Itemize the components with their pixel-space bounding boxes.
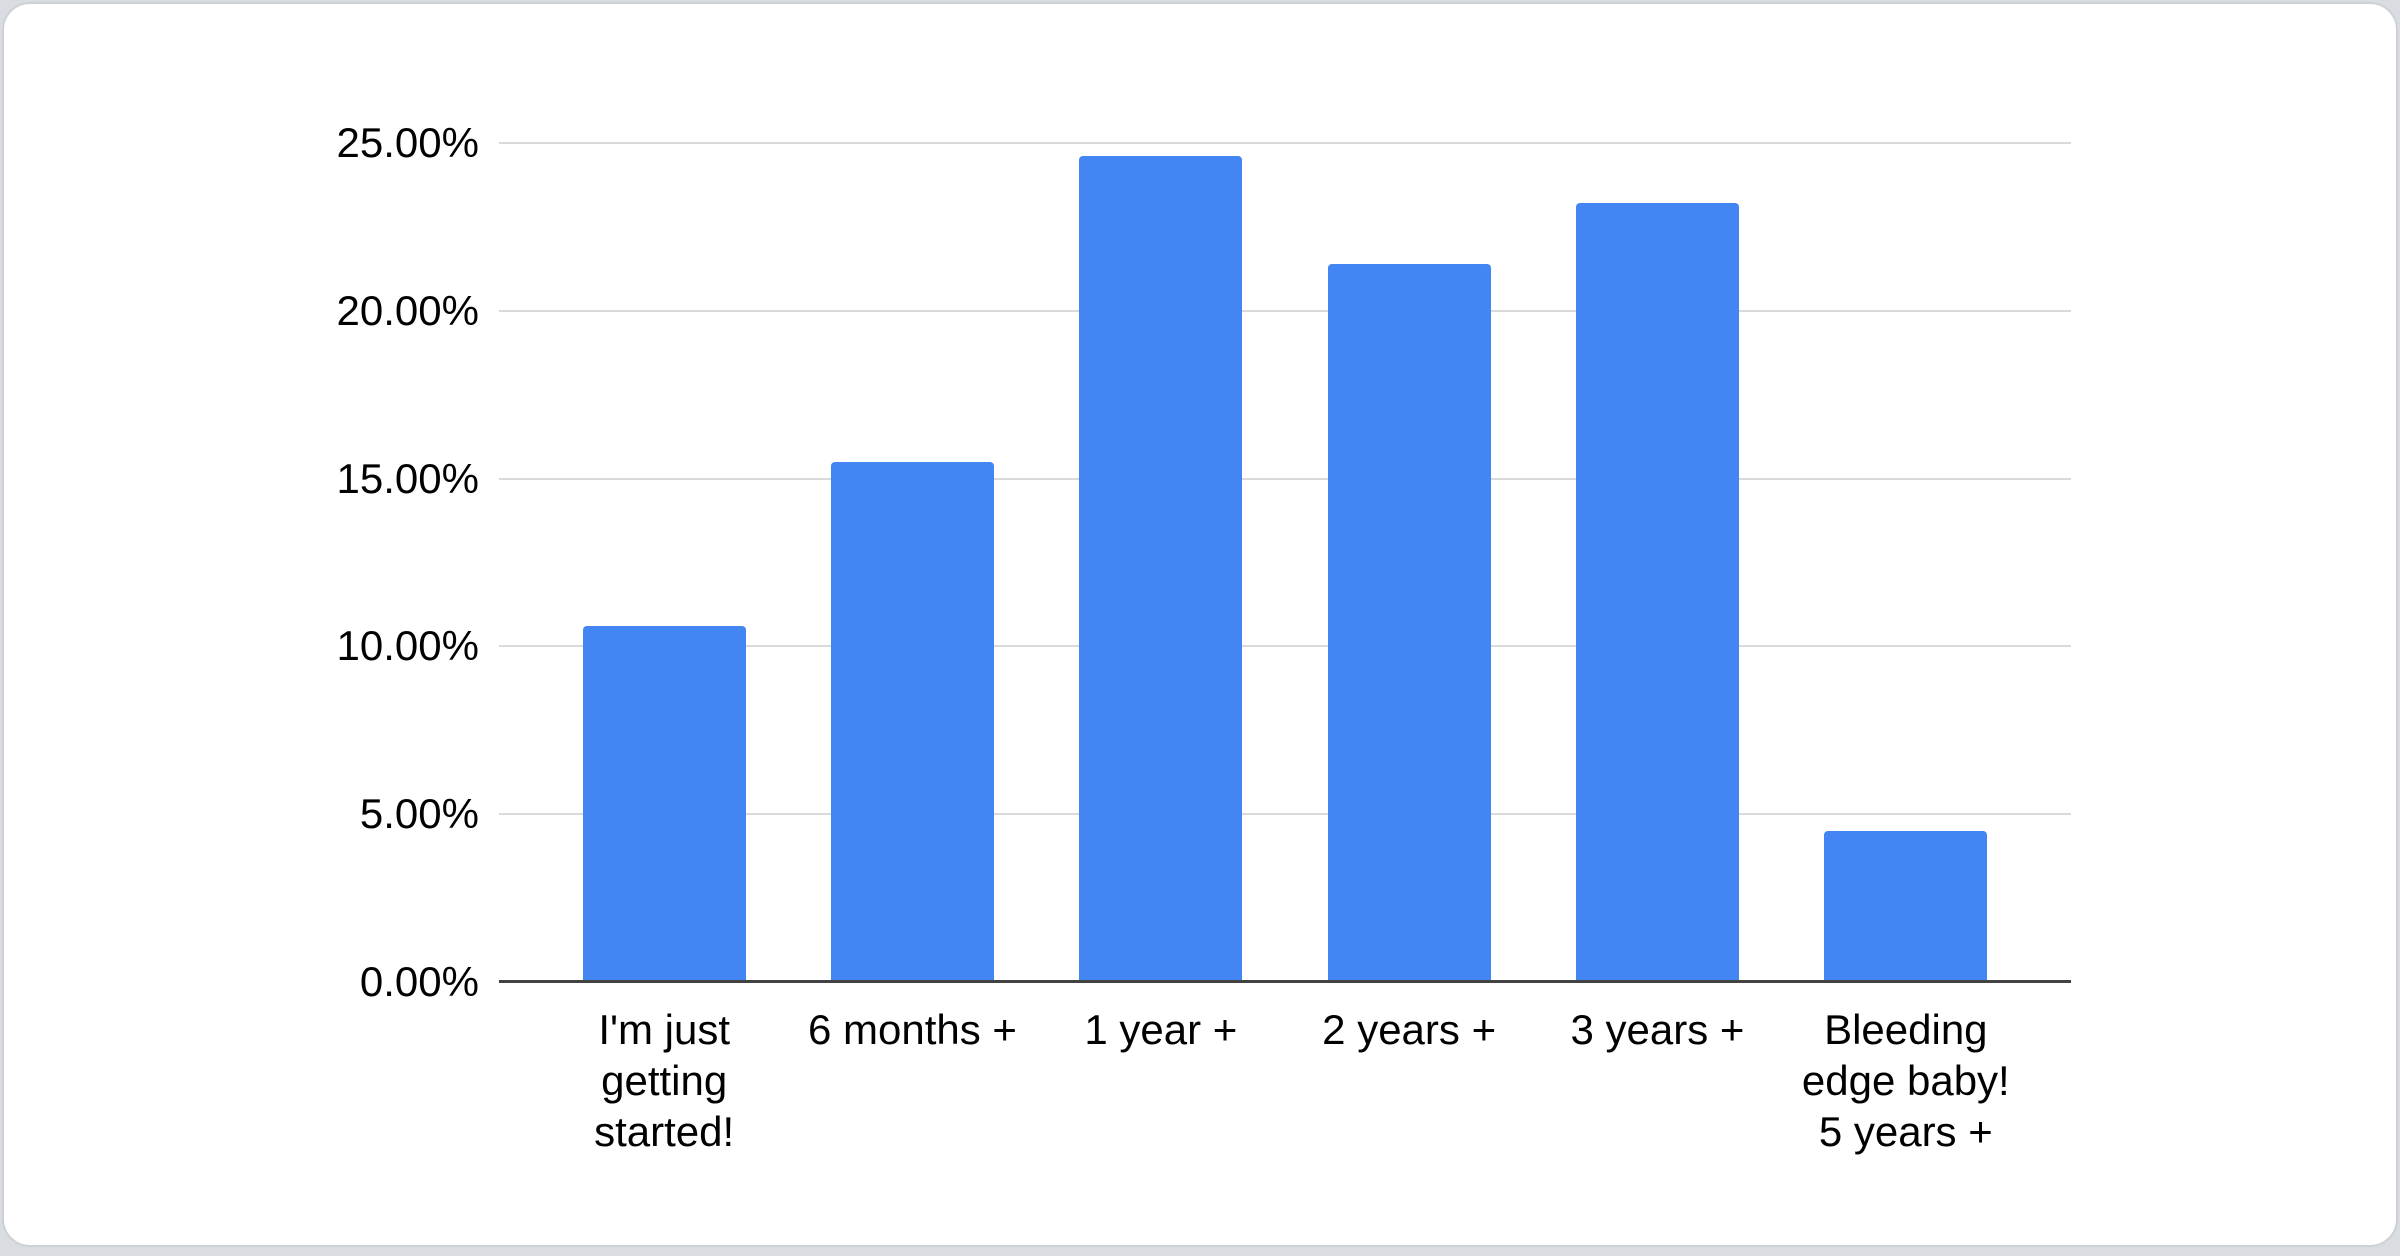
x-axis-tick-label: Bleeding edge baby! 5 years + [1801, 1006, 2010, 1155]
bar-slot [1285, 143, 1533, 982]
bar-slot [1782, 143, 2030, 982]
y-axis-tick-label: 0.00% [359, 958, 479, 1005]
y-axis-tick-label: 20.00% [336, 286, 479, 334]
x-axis: I'm just getting started! 6 months + 1 yea… [499, 1004, 2071, 1157]
y-axis-tick-label: 5.00% [359, 790, 479, 838]
bar-slot [1037, 143, 1285, 982]
bars-layer [499, 143, 2071, 982]
bar-2 [830, 461, 994, 982]
bar-slot [540, 143, 788, 982]
bar-6 [1824, 830, 1988, 982]
gridline [499, 645, 2071, 648]
y-axis-tick-label: 15.00% [336, 454, 479, 502]
gridline [499, 142, 2071, 144]
y-axis-tick-label: 10.00% [336, 622, 479, 670]
x-axis-tick-label: 1 year + [1084, 1006, 1238, 1053]
gridline [499, 309, 2071, 312]
y-axis: 0.00% 5.00% 10.00% 15.00% 20.00% 25.00% [4, 119, 499, 1005]
x-axis-tick-label: I'm just getting started! [594, 1006, 735, 1155]
bar-5 [1575, 203, 1739, 982]
bar-3 [1079, 156, 1243, 982]
bar-slot [788, 143, 1036, 982]
gridline [499, 477, 2071, 480]
bar-1 [582, 626, 746, 982]
x-axis-tick-label: 6 months + [808, 1006, 1017, 1053]
plot-area [499, 142, 2071, 983]
x-axis-line [499, 980, 2071, 983]
x-axis-tick-label: 3 years + [1570, 1006, 1745, 1053]
gridlines [499, 142, 2071, 982]
x-axis-tick-label: 2 years + [1322, 1006, 1497, 1053]
bar-chart: 0.00% 5.00% 10.00% 15.00% 20.00% 25.00% I'm j… [4, 4, 2396, 1245]
bar-4 [1327, 263, 1491, 982]
y-axis-tick-label: 25.00% [336, 119, 479, 166]
bar-slot [1533, 143, 1781, 982]
gridline [499, 813, 2071, 816]
